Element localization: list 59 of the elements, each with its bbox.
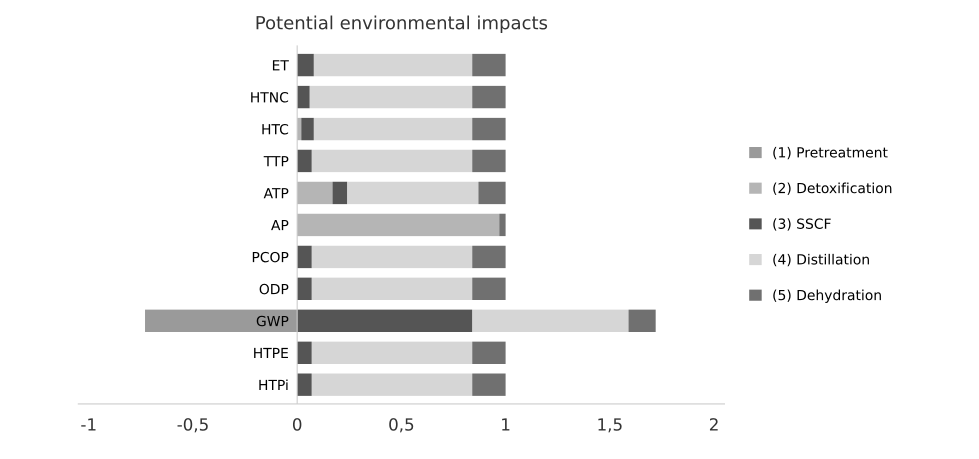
x-tick-label: 0,5 [389,418,414,432]
bar [312,278,472,300]
y-tick-label: HTNC [251,92,288,103]
bar [472,54,506,76]
bar [297,214,500,236]
y-tick-label: GWP [256,316,288,326]
bar [472,246,506,268]
bar [314,118,472,140]
y-tick-label: HTPE [254,348,288,358]
x-tick-label: 2 [710,418,718,430]
legend-label: (4) Distillation [773,254,869,266]
x-tick-label: 0 [292,418,302,431]
x-tick-label: -1 [81,418,96,430]
bar [332,182,348,204]
y-tick-label: AP [271,220,288,230]
bar [472,150,506,172]
bar [297,54,314,76]
bar [628,310,656,332]
x-tick-label: -0,5 [178,418,208,432]
bar [472,374,506,396]
bar [472,310,629,332]
bar [472,342,506,364]
bar [297,342,312,364]
bar [312,342,472,364]
chart-title: Potential environmental impacts [256,16,548,33]
bar [347,182,479,204]
y-tick-label: HTC [262,124,288,134]
bar [297,278,312,300]
bar [145,310,298,332]
y-tick-label: ODP [260,284,288,294]
bar [301,118,314,140]
bar [297,150,312,172]
bar [472,278,506,300]
bar [312,374,472,396]
legend-label: (1) Pretreatment [773,146,888,160]
bar [297,182,333,204]
bar [472,86,506,108]
x-tick-label: 1,5 [598,418,622,432]
bar [297,374,312,396]
bar [297,118,302,140]
bar [472,118,506,140]
bar [499,214,506,236]
bar [310,86,472,108]
bar [478,182,506,204]
legend-label: (5) Dehydration [773,290,881,303]
y-tick-label: ATP [264,188,288,198]
legend-label: (3) SSCF [773,218,831,231]
x-tick-label: 1 [502,418,510,430]
legend-label: (2) Detoxification [773,182,892,195]
y-tick-label: PCOP [252,252,288,262]
bar [297,86,310,108]
y-tick-label: TTP [264,156,288,166]
bar [297,246,312,268]
bar [312,246,472,268]
y-tick-label: HTPi [259,379,288,390]
bar [312,150,472,172]
bar [297,310,472,332]
bar [314,54,472,76]
y-tick-label: ET [272,60,289,70]
